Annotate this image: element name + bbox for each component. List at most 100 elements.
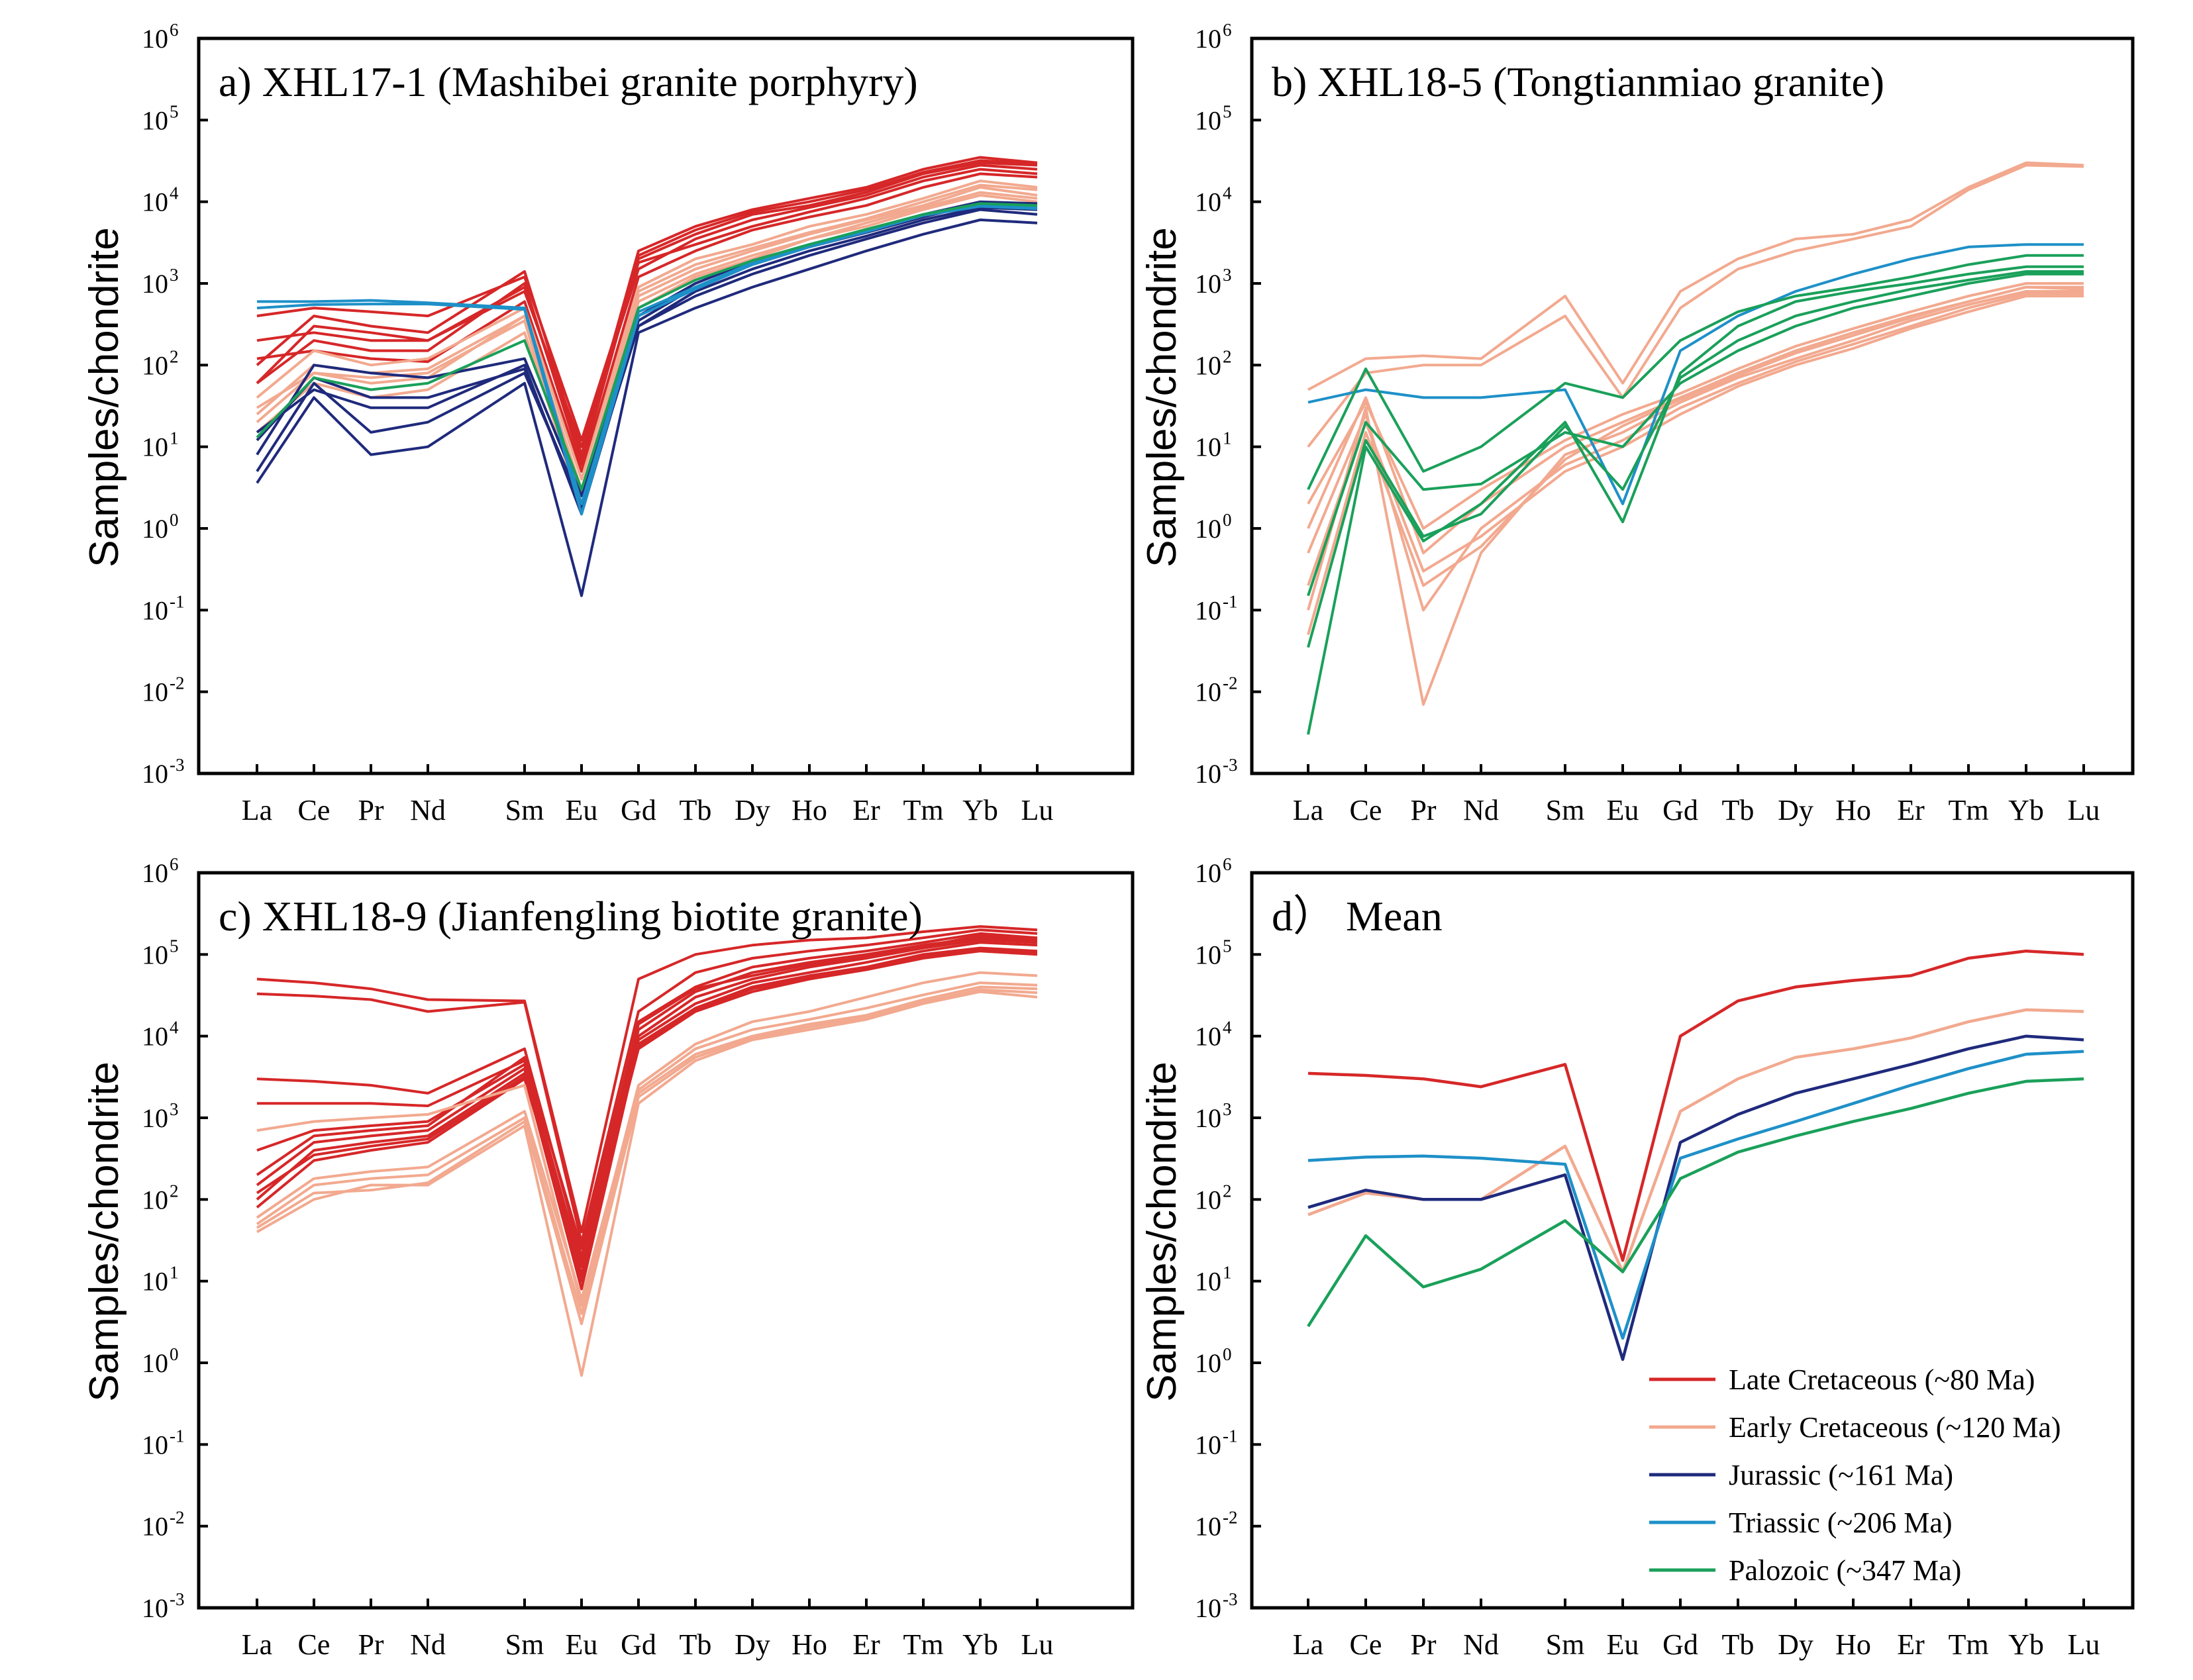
panel-a: Samples/chondrite 10 -310 -210 -110 010 110 21… bbox=[81, 20, 1135, 826]
y-tick-exponent: 2 bbox=[170, 1181, 179, 1201]
y-tick-exponent: -1 bbox=[170, 591, 185, 611]
x-tick-label: Pr bbox=[1410, 794, 1436, 826]
y-tick-exponent: 5 bbox=[1223, 101, 1232, 121]
y-tick-exponent: 1 bbox=[1223, 428, 1232, 448]
x-tick-label: Ho bbox=[1835, 794, 1871, 826]
series-lines bbox=[256, 156, 1038, 597]
y-tick-exponent: -2 bbox=[1223, 1508, 1238, 1528]
y-tick-label: 10 bbox=[1195, 269, 1221, 299]
y-tick-label: 10 bbox=[142, 105, 168, 135]
y-axis-label: Samples/chondrite bbox=[81, 227, 127, 568]
y-tick-label: 10 bbox=[1195, 1430, 1221, 1459]
y-tick-label: 10 bbox=[1195, 858, 1221, 888]
y-tick-exponent: -2 bbox=[170, 673, 185, 693]
series-line-late-cretaceous bbox=[256, 168, 1038, 442]
y-tick-label: 10 bbox=[1195, 940, 1221, 969]
series-line-early-cretaceous bbox=[1307, 292, 2084, 612]
x-tick-label: Dy bbox=[1778, 794, 1813, 826]
y-tick-exponent: 6 bbox=[1223, 854, 1232, 874]
x-tick-label: Lu bbox=[2068, 794, 2100, 826]
y-tick-label: 10 bbox=[142, 1348, 168, 1378]
x-tick-label: Gd bbox=[1662, 1628, 1698, 1661]
y-tick-exponent: 5 bbox=[170, 101, 179, 121]
x-tick-label: Eu bbox=[566, 794, 598, 826]
series-line-palozoic bbox=[1307, 254, 2084, 491]
series-line-palozoic bbox=[1307, 270, 2084, 648]
legend-label: Early Cretaceous (~120 Ma) bbox=[1729, 1411, 2061, 1444]
series-line-late-cretaceous bbox=[256, 159, 1038, 461]
y-tick-label: 10 bbox=[142, 24, 168, 54]
x-tick-label: Dy bbox=[735, 1628, 770, 1661]
x-tick-label: La bbox=[1293, 794, 1323, 826]
x-tick-label: Tb bbox=[1722, 1628, 1755, 1661]
y-tick-exponent: 4 bbox=[170, 183, 179, 203]
x-tick-label: Ho bbox=[791, 1628, 827, 1661]
x-tick-label: Eu bbox=[1607, 794, 1639, 826]
y-tick-label: 10 bbox=[142, 1593, 168, 1623]
y-tick-exponent: 0 bbox=[170, 1344, 179, 1364]
y-tick-label: 10 bbox=[1195, 1593, 1221, 1623]
y-tick-exponent: 2 bbox=[1223, 1181, 1232, 1201]
series-line-jurassic bbox=[1307, 1034, 2084, 1361]
y-tick-exponent: 3 bbox=[170, 1099, 179, 1119]
x-tick-label: Sm bbox=[505, 1628, 544, 1661]
x-tick-label: Lu bbox=[2068, 1628, 2100, 1661]
series-line-late-cretaceous bbox=[256, 161, 1038, 466]
series-line-early-cretaceous bbox=[256, 185, 1038, 491]
y-tick-label: 10 bbox=[1195, 595, 1221, 625]
x-tick-label: Sm bbox=[1546, 794, 1585, 826]
y-tick-label: 10 bbox=[1195, 514, 1221, 544]
legend: Late Cretaceous (~80 Ma) Early Cretaceous… bbox=[1649, 1363, 2061, 1587]
y-tick-label: 10 bbox=[1195, 432, 1221, 462]
x-tick-label: Tb bbox=[680, 1628, 712, 1661]
x-tick-label: Ce bbox=[1350, 1628, 1382, 1661]
series-line-early-cretaceous bbox=[1307, 290, 2084, 706]
y-tick-label: 10 bbox=[1195, 759, 1221, 789]
y-tick-label: 10 bbox=[142, 432, 168, 462]
x-tick-label: Nd bbox=[410, 1628, 446, 1661]
y-tick-label: 10 bbox=[142, 759, 168, 789]
y-tick-label: 10 bbox=[1195, 1022, 1221, 1052]
y-tick-exponent: 3 bbox=[1223, 265, 1232, 285]
x-tick-label: Ho bbox=[791, 794, 827, 826]
y-tick-label: 10 bbox=[1195, 1185, 1221, 1214]
y-tick-exponent: 2 bbox=[1223, 346, 1232, 366]
series-line-early-cretaceous bbox=[1307, 285, 2084, 555]
x-tick-label: Gd bbox=[1662, 794, 1698, 826]
series-line-jurassic bbox=[256, 208, 1038, 505]
y-axis-label: Samples/chondrite bbox=[1139, 227, 1185, 568]
y-tick-label: 10 bbox=[1195, 187, 1221, 217]
x-tick-label: Yb bbox=[2008, 794, 2044, 826]
x-ticks: La Ce Pr Nd Sm Eu Gd Tb Dy Ho Er Tm Yb Lu bbox=[1293, 1599, 2100, 1661]
series-line-palozoic bbox=[256, 202, 1038, 491]
panel-title: b) XHL18-5 (Tongtianmiao granite) bbox=[1272, 58, 1884, 105]
legend-label: Palozoic (~347 Ma) bbox=[1729, 1554, 1961, 1587]
x-tick-label: Er bbox=[1897, 1628, 1925, 1661]
y-tick-exponent: -3 bbox=[1223, 755, 1238, 775]
panel-c: Samples/chondrite 10 -310 -210 -110 010 110 21… bbox=[81, 854, 1135, 1661]
plot-frame bbox=[1250, 36, 2135, 775]
series-line-palozoic bbox=[1307, 272, 2084, 597]
series-line-late-cretaceous bbox=[256, 932, 1038, 1258]
x-tick-label: Gd bbox=[621, 794, 656, 826]
y-tick-exponent: -3 bbox=[1223, 1589, 1238, 1609]
x-tick-label: La bbox=[242, 794, 272, 826]
plot-frame bbox=[1250, 871, 2135, 1610]
x-tick-label: Er bbox=[852, 794, 880, 826]
x-tick-label: Er bbox=[1897, 794, 1925, 826]
series-lines bbox=[1307, 161, 2084, 735]
x-tick-label: Lu bbox=[1021, 794, 1054, 826]
series-line-early-cretaceous bbox=[1307, 282, 2084, 530]
series-line-triassic bbox=[1307, 243, 2084, 505]
x-tick-label: Dy bbox=[1778, 1628, 1813, 1661]
x-tick-label: Nd bbox=[410, 794, 446, 826]
y-tick-label: 10 bbox=[1195, 1512, 1221, 1542]
x-tick-label: Lu bbox=[1021, 1628, 1054, 1661]
series-line-early-cretaceous bbox=[256, 971, 1038, 1307]
x-ticks: La Ce Pr Nd Sm Eu Gd Tb Dy Ho Er Tm Yb Lu bbox=[242, 764, 1054, 826]
panel-title: c) XHL18-9 (Jianfengling biotite granite… bbox=[219, 893, 923, 940]
x-tick-label: Pr bbox=[358, 794, 383, 826]
y-tick-label: 10 bbox=[142, 1430, 168, 1459]
